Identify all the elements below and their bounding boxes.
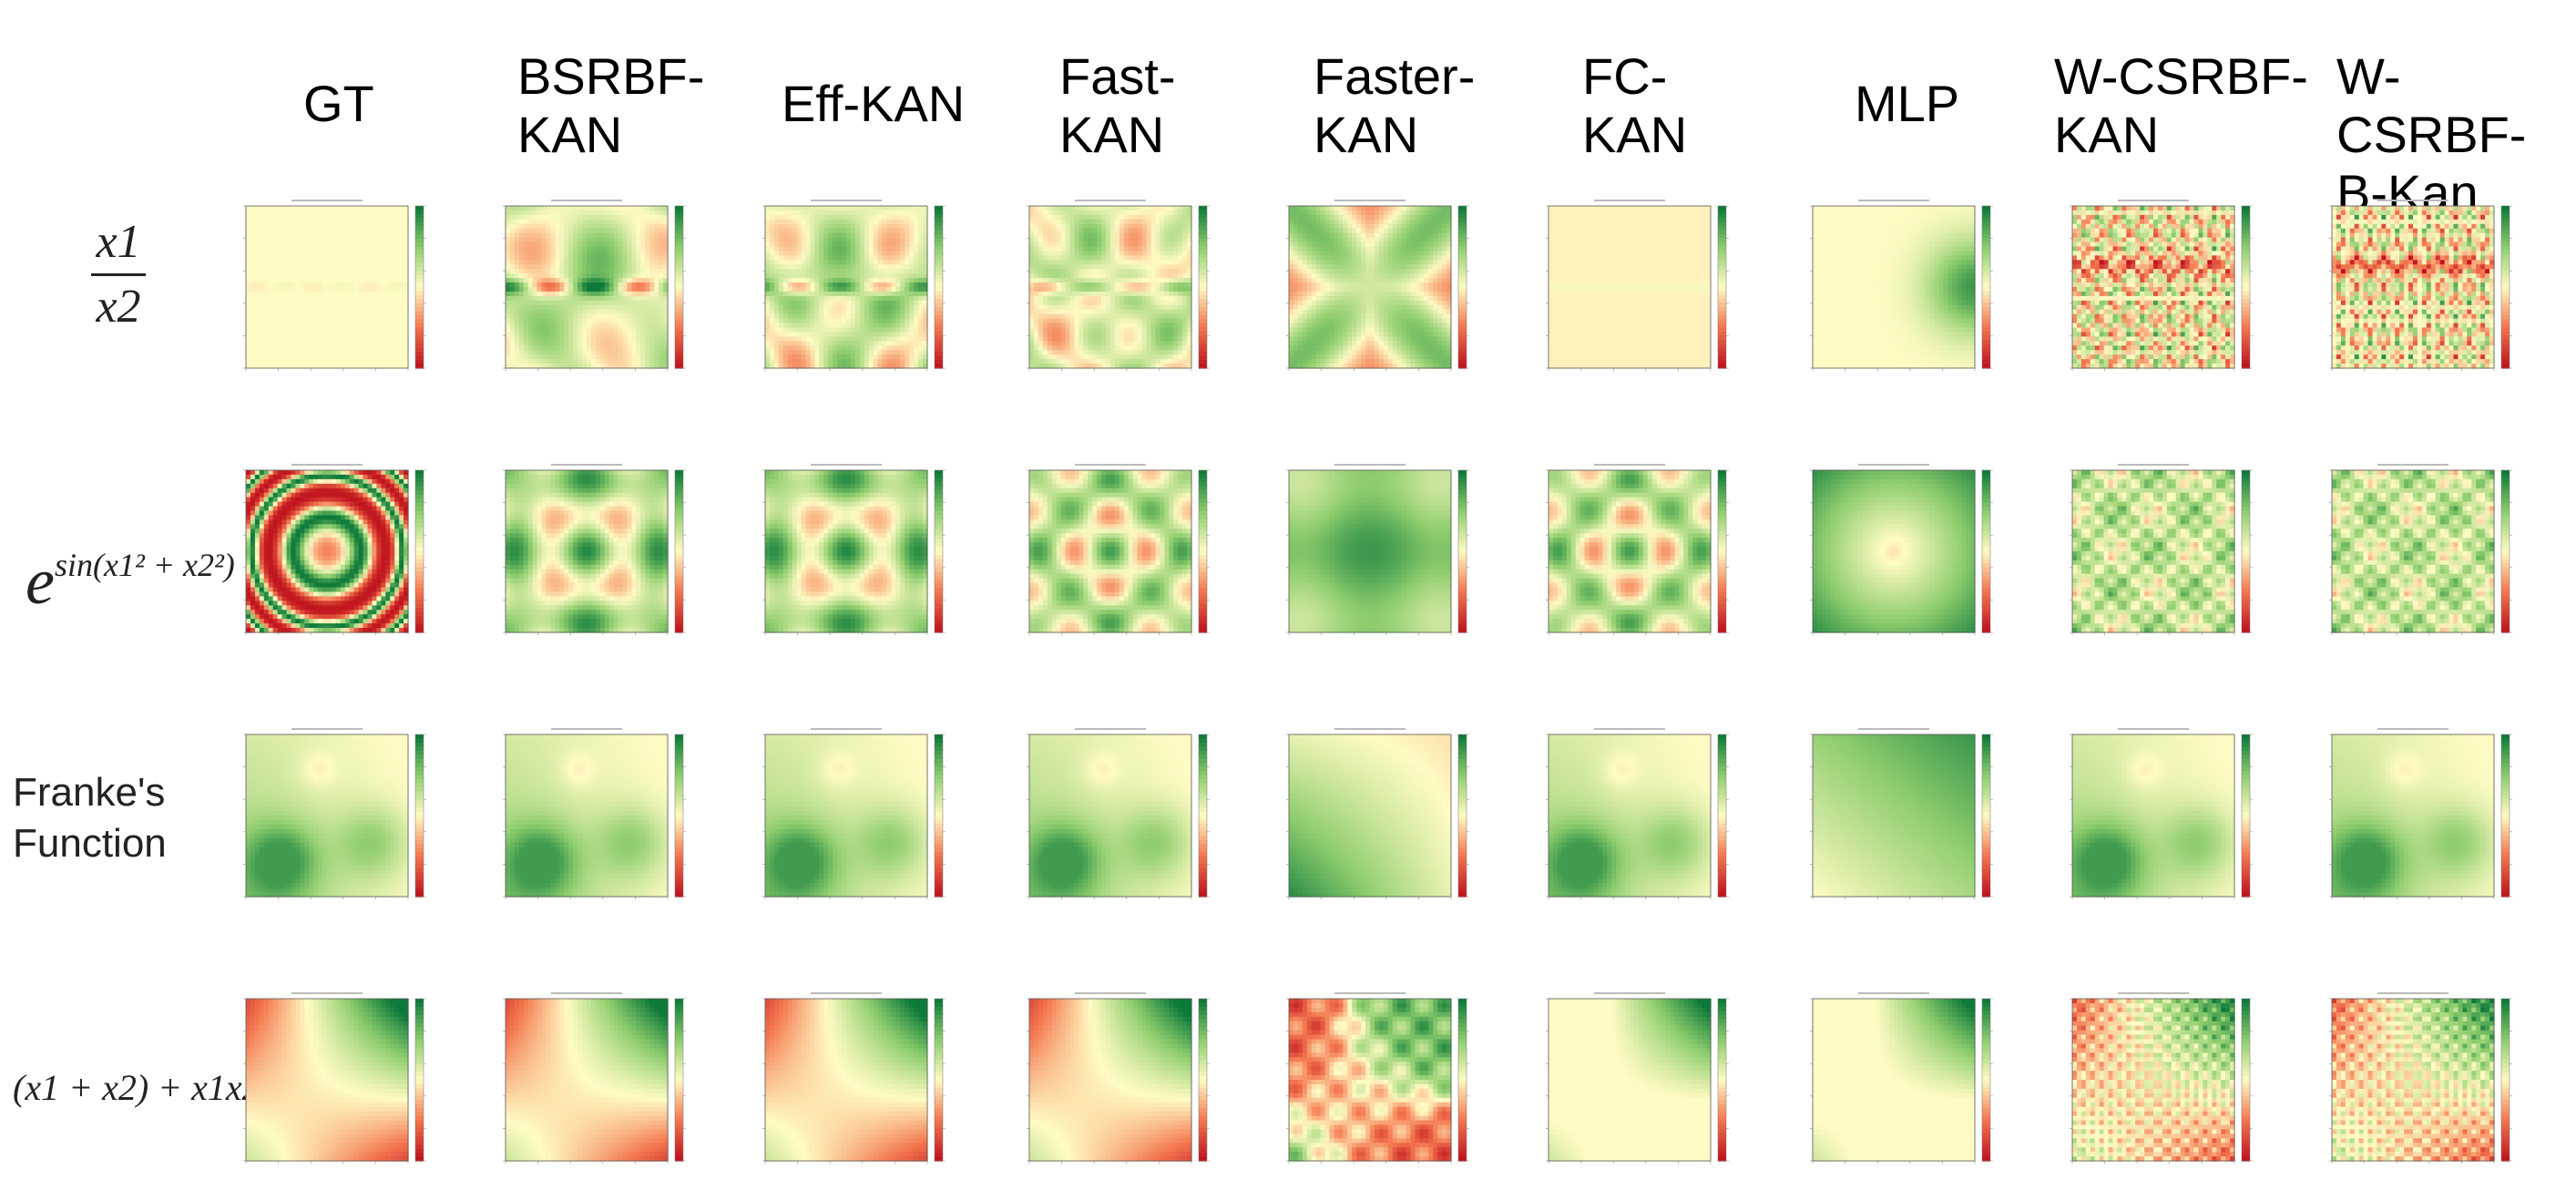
heatmap-sum_prod-wcsrbfb — [2305, 984, 2541, 1189]
heatmap-franke-eff — [738, 720, 975, 925]
heatmap-sum_prod-fast — [1002, 984, 1239, 1189]
heatmap-sum_prod-wcsrbf — [2045, 984, 2282, 1189]
row-label-sum-prod: (x1 + x2) + x1x2 — [13, 1066, 261, 1110]
heatmap-sum_prod-gt — [219, 984, 455, 1189]
heatmap-plot-icon — [1810, 992, 1993, 1164]
heatmap-div-mlp — [1785, 191, 2022, 396]
heatmap-plot-icon — [243, 728, 426, 899]
heatmap-plot-icon — [2329, 464, 2512, 635]
heatmap-franke-mlp — [1785, 720, 2022, 925]
heatmap-sum_prod-mlp — [1785, 984, 2022, 1189]
column-header-mlp: MLP — [1855, 75, 1959, 133]
heatmap-plot-icon — [1546, 200, 1729, 371]
heatmap-plot-icon — [1027, 200, 1210, 371]
heatmap-exp_sin-fast — [1002, 456, 1239, 661]
heatmap-plot-icon — [1286, 200, 1469, 371]
heatmap-sum_prod-eff — [738, 984, 975, 1189]
heatmap-plot-icon — [503, 200, 686, 371]
heatmap-plot-icon — [503, 464, 686, 635]
heatmap-plot-icon — [1027, 464, 1210, 635]
heatmap-exp_sin-fc — [1521, 456, 1758, 661]
heatmap-div-gt — [219, 191, 455, 396]
heatmap-div-fc — [1521, 191, 1758, 396]
heatmap-franke-wcsrbfb — [2305, 720, 2541, 925]
heatmap-exp_sin-wcsrbf — [2045, 456, 2282, 661]
heatmap-plot-icon — [503, 992, 686, 1164]
heatmap-franke-bsrbf — [478, 720, 715, 925]
heatmap-div-wcsrbfb — [2305, 191, 2541, 396]
heatmap-exp_sin-eff — [738, 456, 975, 661]
heatmap-plot-icon — [2329, 728, 2512, 899]
heatmap-franke-gt — [219, 720, 455, 925]
column-header-bsrbf: BSRBF- KAN — [517, 47, 704, 164]
heatmap-plot-icon — [1027, 992, 1210, 1164]
heatmap-plot-icon — [2070, 992, 2253, 1164]
heatmap-exp_sin-mlp — [1785, 456, 2022, 661]
heatmap-plot-icon — [1810, 728, 1993, 899]
heatmap-franke-fast — [1002, 720, 1239, 925]
column-header-gt: GT — [303, 75, 374, 133]
column-header-fast: Fast- KAN — [1059, 47, 1176, 164]
fraction-bar — [91, 273, 146, 276]
column-header-eff: Eff-KAN — [782, 75, 965, 133]
row-label-franke: Franke's Function — [13, 767, 167, 869]
heatmap-plot-icon — [1546, 464, 1729, 635]
heatmap-plot-icon — [243, 464, 426, 635]
heatmap-sum_prod-fc — [1521, 984, 1758, 1189]
heatmap-plot-icon — [1286, 464, 1469, 635]
heatmap-exp_sin-gt — [219, 456, 455, 661]
heatmap-div-faster — [1262, 191, 1498, 396]
row-label-exp-base: e — [26, 545, 55, 618]
heatmap-plot-icon — [1027, 728, 1210, 899]
heatmap-franke-wcsrbf — [2045, 720, 2282, 925]
row-label-exp-sin: esin(x1² + x2²) — [26, 529, 235, 618]
heatmap-div-wcsrbf — [2045, 191, 2282, 396]
heatmap-plot-icon — [1546, 728, 1729, 899]
heatmap-plot-icon — [1810, 464, 1993, 635]
heatmap-plot-icon — [2329, 200, 2512, 371]
heatmap-plot-icon — [243, 992, 426, 1164]
heatmap-plot-icon — [2070, 464, 2253, 635]
column-header-wcsrbf: W-CSRBF- KAN — [2054, 47, 2308, 164]
heatmap-exp_sin-bsrbf — [478, 456, 715, 661]
heatmap-div-bsrbf — [478, 191, 715, 396]
heatmap-plot-icon — [2070, 728, 2253, 899]
heatmap-plot-icon — [762, 200, 946, 371]
row-label-exp-exponent: sin(x1² + x2²) — [55, 547, 235, 583]
heatmap-exp_sin-wcsrbfb — [2305, 456, 2541, 661]
heatmap-plot-icon — [762, 992, 946, 1164]
heatmap-plot-icon — [762, 464, 946, 635]
heatmap-plot-icon — [762, 728, 946, 899]
heatmap-div-fast — [1002, 191, 1239, 396]
row-label-denominator: x2 — [91, 282, 146, 333]
column-header-fc: FC- KAN — [1582, 47, 1687, 164]
column-header-faster: Faster- KAN — [1314, 47, 1475, 164]
heatmap-franke-faster — [1262, 720, 1498, 925]
row-label-numerator: x1 — [91, 217, 146, 268]
heatmap-plot-icon — [1286, 728, 1469, 899]
heatmap-franke-fc — [1521, 720, 1758, 925]
heatmap-plot-icon — [2329, 992, 2512, 1164]
heatmap-plot-icon — [1546, 992, 1729, 1164]
row-label-division: x1 x2 — [91, 217, 146, 333]
heatmap-sum_prod-faster — [1262, 984, 1498, 1189]
heatmap-plot-icon — [1286, 992, 1469, 1164]
heatmap-div-eff — [738, 191, 975, 396]
heatmap-plot-icon — [2070, 200, 2253, 371]
heatmap-plot-icon — [1810, 200, 1993, 371]
heatmap-plot-icon — [503, 728, 686, 899]
heatmap-plot-icon — [243, 200, 426, 371]
heatmap-exp_sin-faster — [1262, 456, 1498, 661]
heatmap-sum_prod-bsrbf — [478, 984, 715, 1189]
